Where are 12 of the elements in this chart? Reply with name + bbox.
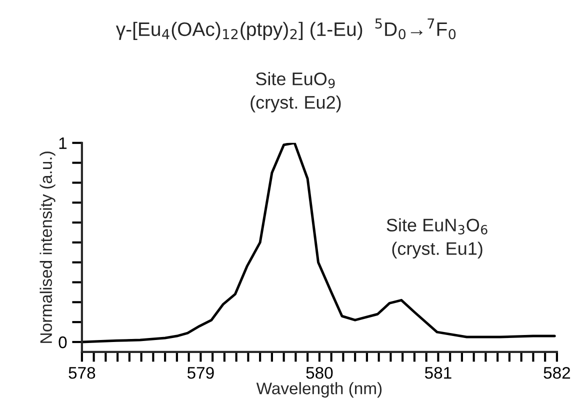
x-tick-label: 578 <box>68 366 96 379</box>
annotation: Site EuN$_{3}$O$_{6}$ (cryst. Eu1) <box>386 218 488 259</box>
x-tick-label: 580 <box>306 366 333 379</box>
x-tick-label: 581 <box>424 366 452 379</box>
chart-title: γ-[Eu$_{4}$(OAc)$_{12}$(ptpy)$_{2}$] (1-Eu) $^{5}$D$_{0}$→$^{7}$F$_{0}$ <box>116 18 456 40</box>
x-tick-label: 582 <box>544 366 570 379</box>
annotation: Site EuO$_{9}$ (cryst. Eu2) <box>250 72 341 112</box>
x-tick-label: 579 <box>187 366 214 379</box>
y-tick-label: 1 <box>59 137 67 149</box>
y-axis-title: Normalised intensity (a.u.) <box>40 152 56 343</box>
y-tick-label: 0 <box>58 336 67 348</box>
x-axis-title: Wavelength (nm) <box>256 382 382 398</box>
